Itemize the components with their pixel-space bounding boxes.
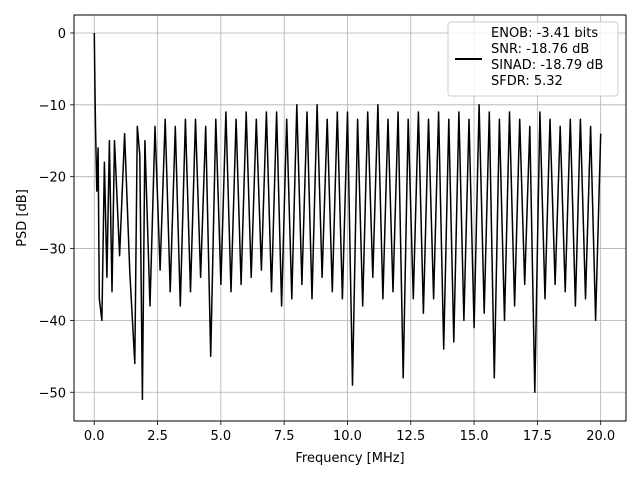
legend-box [447, 21, 619, 97]
x-tick-label: 5.0 [211, 429, 232, 444]
legend-enob: ENOB: -3.41 bits [491, 26, 598, 41]
x-tick-label: 12.5 [396, 429, 425, 444]
plot-frame [73, 14, 627, 422]
x-tick-label: 15.0 [460, 429, 489, 444]
legend-snr: SNR: -18.76 dB [491, 42, 589, 57]
legend-sfdr: SFDR: 5.32 [491, 74, 563, 89]
ticks: 0.0 2.5 5.0 7.5 10.0 12.5 15.0 17.5 20.0 0 −10 −20 −… [39, 27, 616, 444]
x-tick-label: 20.0 [586, 429, 615, 444]
y-tick-label: 0 [58, 27, 66, 42]
y-tick-label: −30 [39, 243, 66, 258]
data-layer [93, 32, 602, 401]
y-tick-label: −10 [39, 99, 66, 114]
y-tick-label: −50 [39, 386, 66, 401]
x-tick-label: 10.0 [333, 429, 362, 444]
x-tick-label: 2.5 [147, 429, 168, 444]
y-tick-label: −20 [39, 171, 66, 186]
x-axis-label: Frequency [MHz] [295, 451, 404, 466]
y-tick-label: −40 [39, 314, 66, 329]
psd-series-line [93, 32, 602, 401]
legend-sinad: SINAD: -18.79 dB [491, 58, 603, 73]
y-axis-label: PSD [dB] [15, 189, 30, 247]
legend: ENOB: -3.41 bits SNR: -18.76 dB SINAD: -… [447, 21, 619, 97]
x-tick-label: 7.5 [274, 429, 295, 444]
x-tick-label: 17.5 [523, 429, 552, 444]
x-tick-label: 0.0 [84, 429, 105, 444]
